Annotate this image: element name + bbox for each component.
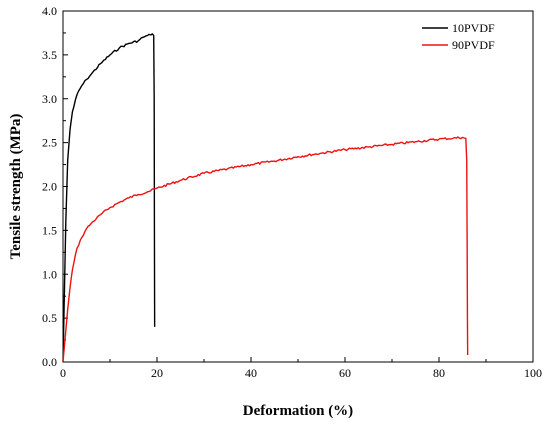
y-tick-label: 0.5 xyxy=(42,311,57,325)
y-tick-label: 3.0 xyxy=(42,92,57,106)
legend-label-90pvdf: 90PVDF xyxy=(452,38,495,52)
x-tick-label: 60 xyxy=(339,366,351,380)
y-tick-label: 2.5 xyxy=(42,136,57,150)
series-line-10pvdf xyxy=(62,33,156,363)
y-tick-label: 1.0 xyxy=(42,267,57,281)
y-tick-label: 4.0 xyxy=(42,4,57,18)
legend: 10PVDF 90PVDF xyxy=(422,21,495,52)
x-tick-label: 20 xyxy=(151,366,163,380)
plot-area xyxy=(62,10,534,363)
series-layer xyxy=(62,33,469,363)
x-tick-label: 0 xyxy=(60,366,66,380)
x-tick-label: 100 xyxy=(524,366,542,380)
legend-label-10pvdf: 10PVDF xyxy=(452,21,495,35)
plot-border xyxy=(62,10,534,363)
x-axis-label: Deformation (%) xyxy=(243,403,353,419)
y-tick-label: 2.0 xyxy=(42,180,57,194)
x-tick-label: 40 xyxy=(245,366,257,380)
x-axis: 0 20 40 60 80 100 xyxy=(60,357,542,380)
y-axis-label: Tensile strength (MPa) xyxy=(8,114,24,260)
y-tick-label: 0.0 xyxy=(42,355,57,369)
x-tick-label: 80 xyxy=(433,366,445,380)
y-tick-label: 3.5 xyxy=(42,48,57,62)
y-tick-label: 1.5 xyxy=(42,223,57,237)
series-line-90pvdf xyxy=(62,136,469,363)
y-axis: 0.0 0.5 1.0 1.5 2.0 2.5 3.0 3.5 4.0 xyxy=(42,4,68,369)
